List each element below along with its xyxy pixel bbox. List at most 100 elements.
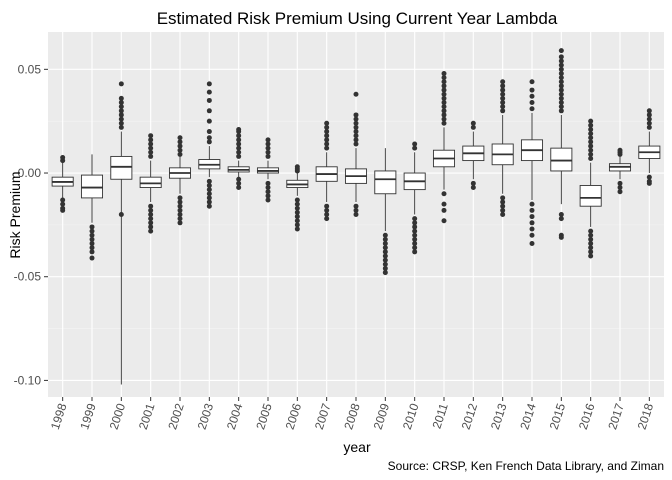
outlier-point bbox=[353, 120, 359, 126]
outlier-point bbox=[500, 79, 506, 85]
y-tick-label: 0.05 bbox=[18, 62, 42, 76]
outlier-point bbox=[412, 224, 418, 230]
outlier-point bbox=[236, 126, 242, 132]
box-2002 bbox=[168, 135, 192, 226]
outlier-point bbox=[206, 195, 212, 201]
x-tick-label: 2010 bbox=[400, 401, 422, 431]
x-tick-label: 2017 bbox=[605, 401, 627, 431]
outlier-point bbox=[236, 133, 242, 139]
outlier-point bbox=[529, 226, 535, 232]
outlier-point bbox=[236, 153, 242, 159]
outlier-point bbox=[588, 253, 594, 259]
outlier-point bbox=[558, 75, 564, 81]
outlier-point bbox=[588, 249, 594, 255]
outlier-point bbox=[441, 191, 447, 197]
outlier-point bbox=[177, 195, 183, 201]
outlier-point bbox=[529, 207, 535, 213]
box-1998 bbox=[51, 154, 74, 213]
outlier-point bbox=[382, 245, 388, 251]
outlier-point bbox=[177, 135, 183, 141]
outlier-point bbox=[617, 189, 623, 195]
outlier-point bbox=[265, 185, 271, 191]
outlier-point bbox=[60, 201, 66, 207]
outlier-point bbox=[206, 108, 212, 114]
outlier-point bbox=[646, 120, 652, 126]
outlier-point bbox=[382, 261, 388, 267]
outlier-point bbox=[558, 48, 564, 54]
outlier-point bbox=[148, 145, 154, 151]
x-tick-label: 2001 bbox=[136, 401, 158, 431]
outlier-point bbox=[148, 207, 154, 213]
source-caption: Source: CRSP, Ken French Data Library, a… bbox=[388, 459, 664, 473]
outlier-point bbox=[529, 201, 535, 207]
outlier-point bbox=[206, 203, 212, 209]
y-tick-label: -0.10 bbox=[14, 373, 42, 387]
box-2010 bbox=[403, 141, 426, 255]
outlier-point bbox=[177, 139, 183, 145]
outlier-point bbox=[441, 87, 447, 93]
outlier-point bbox=[441, 95, 447, 101]
outlier-point bbox=[617, 185, 623, 191]
outlier-point bbox=[265, 141, 271, 147]
x-axis: 1998 1999 2000 2001 2002 2003 2004 2005 2006 2007… bbox=[48, 397, 656, 431]
outlier-point bbox=[412, 145, 418, 151]
outlier-point bbox=[558, 87, 564, 93]
outlier-point bbox=[529, 87, 535, 93]
box-2007 bbox=[315, 120, 338, 222]
outlier-point bbox=[324, 120, 330, 126]
outlier-point bbox=[588, 232, 594, 238]
outlier-point bbox=[118, 108, 124, 114]
outlier-point bbox=[206, 89, 212, 95]
box-iqr bbox=[80, 174, 104, 199]
box-2011 bbox=[432, 70, 456, 224]
outlier-point bbox=[558, 58, 564, 64]
x-tick-label: 1999 bbox=[77, 401, 99, 431]
outlier-point bbox=[353, 112, 359, 118]
outlier-point bbox=[412, 216, 418, 222]
outlier-point bbox=[353, 133, 359, 139]
outlier-point bbox=[412, 249, 418, 255]
outlier-point bbox=[500, 207, 506, 213]
outlier-point bbox=[470, 180, 476, 186]
outlier-point bbox=[382, 249, 388, 255]
outlier-point bbox=[500, 195, 506, 201]
outlier-point bbox=[118, 104, 124, 110]
box-2001 bbox=[139, 133, 162, 234]
outlier-point bbox=[206, 129, 212, 135]
x-tick-label: 2013 bbox=[488, 401, 510, 431]
outlier-point bbox=[382, 241, 388, 247]
outlier-point bbox=[148, 137, 154, 143]
outlier-point bbox=[265, 180, 271, 186]
outlier-point bbox=[89, 236, 95, 242]
x-tick-label: 2000 bbox=[107, 401, 129, 431]
outlier-point bbox=[353, 116, 359, 122]
outlier-point bbox=[294, 226, 300, 232]
outlier-point bbox=[558, 62, 564, 68]
outlier-point bbox=[265, 153, 271, 159]
x-tick-label: 2015 bbox=[547, 401, 569, 431]
outlier-point bbox=[324, 137, 330, 143]
outlier-point bbox=[324, 203, 330, 209]
outlier-point bbox=[148, 220, 154, 226]
box-2017 bbox=[608, 147, 632, 195]
outlier-point bbox=[412, 232, 418, 238]
outlier-point bbox=[617, 147, 623, 153]
outlier-point bbox=[89, 249, 95, 255]
outlier-point bbox=[646, 180, 652, 186]
outlier-point bbox=[177, 220, 183, 226]
outlier-point bbox=[382, 265, 388, 271]
outlier-point bbox=[60, 197, 66, 203]
y-tick-label: 0.00 bbox=[18, 166, 42, 180]
x-tick-label: 2011 bbox=[430, 401, 451, 430]
outlier-point bbox=[294, 209, 300, 215]
outlier-point bbox=[148, 216, 154, 222]
outlier-point bbox=[441, 79, 447, 85]
outlier-point bbox=[588, 122, 594, 128]
outlier-point bbox=[353, 207, 359, 213]
outlier-point bbox=[236, 149, 242, 155]
outlier-point bbox=[646, 112, 652, 118]
outlier-point bbox=[412, 245, 418, 251]
outlier-point bbox=[588, 139, 594, 145]
outlier-point bbox=[558, 95, 564, 101]
